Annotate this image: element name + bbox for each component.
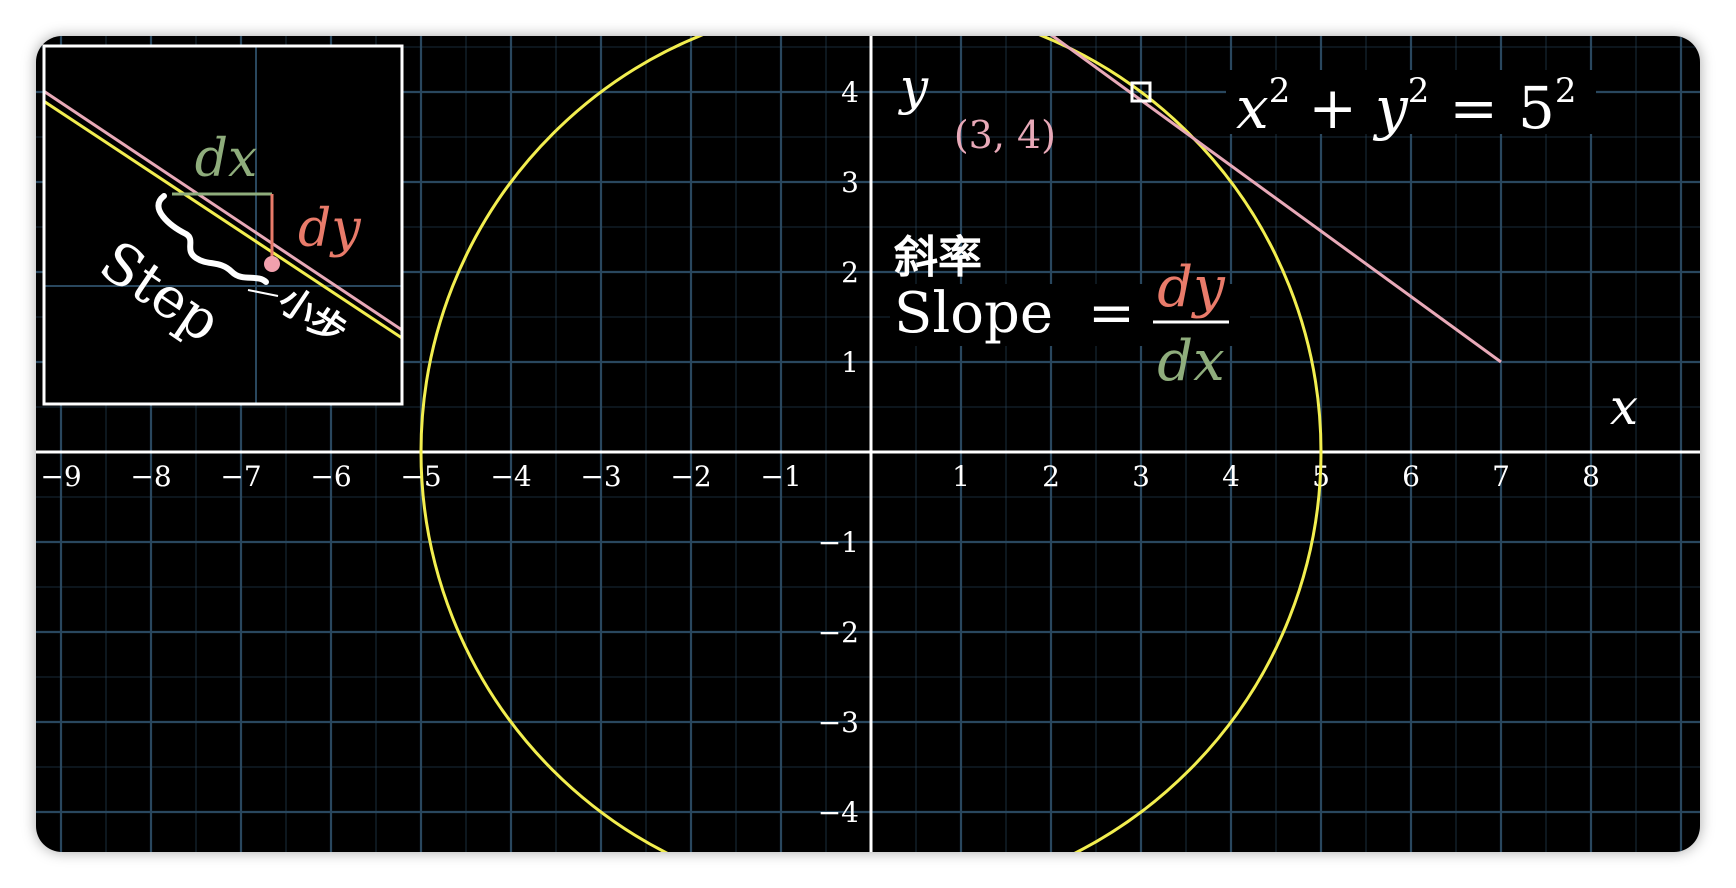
inset-border (42, 44, 404, 406)
x-tick-label: 4 (1222, 460, 1240, 493)
x-tick-label: −4 (490, 460, 531, 493)
zoom-inset: dx dy Step 小步 (42, 44, 404, 406)
eq-base-exp: 2 (1555, 71, 1577, 111)
coordinate-plane: −9 −8 −7 −6 −5 −4 −3 −2 −1 1 2 3 4 5 6 7 8 4321−1−2−3−4 … (36, 36, 1700, 852)
x-axis-label: x (1610, 378, 1638, 436)
slope-chinese-label: 斜率 (894, 232, 982, 283)
y-tick-label: −3 (818, 706, 859, 739)
math-animation-frame: −9 −8 −7 −6 −5 −4 −3 −2 −1 1 2 3 4 5 6 7 8 4 3 2 1 −1 −2 −3 −4 … (36, 36, 1700, 852)
svg-text:x2+y2=52: x2 + y2 = 52 (1236, 71, 1577, 142)
x-tick-label: −1 (760, 460, 801, 493)
x-tick-label: 7 (1492, 460, 1510, 493)
x-tick-label: −9 (40, 460, 81, 493)
tangent-point-marker (1130, 81, 1152, 103)
y-tick-label: 3 (841, 166, 859, 199)
x-tick-label: −2 (670, 460, 711, 493)
eq-y: y (1372, 74, 1409, 142)
x-tick-label: −8 (130, 460, 171, 493)
x-tick-label: 2 (1042, 460, 1060, 493)
inset-circle-arc (44, 99, 402, 340)
inset-point (264, 256, 280, 272)
slope-numerator-dy: dy (1157, 255, 1226, 320)
eq-equals: = (1449, 74, 1498, 142)
eq-x: x (1236, 74, 1269, 142)
slope-formula: 斜率 Slope = dy dx (890, 232, 1250, 394)
y-tick-labels: 4 3 2 1 −1 −2 −3 −4 (818, 76, 859, 829)
slope-equals: = (1088, 281, 1135, 346)
y-tick-label: 1 (841, 346, 859, 379)
x-tick-label: 8 (1582, 460, 1600, 493)
inset-dy-label: dy (298, 199, 361, 259)
inset-tangent-line (44, 89, 402, 332)
x-tick-label: 1 (952, 460, 970, 493)
step-pointer (247, 289, 279, 297)
eq-y-exp: 2 (1408, 71, 1430, 111)
x-tick-label: −7 (220, 460, 261, 493)
slope-denominator-dx: dx (1157, 329, 1224, 394)
eq-x-exp: 2 (1269, 71, 1291, 111)
eq-base: 5 (1518, 74, 1555, 142)
x-tick-label: −3 (580, 460, 621, 493)
x-tick-label: 6 (1402, 460, 1420, 493)
tangent-line (1050, 36, 1502, 364)
y-tick-label: −4 (818, 796, 859, 829)
y-axis-label: y (898, 58, 929, 116)
circle-radius-5 (419, 36, 1323, 852)
x-tick-label: 3 (1132, 460, 1150, 493)
y-tick-label: −1 (818, 526, 859, 559)
circle-equation: x2 + y2 = 52 (1226, 70, 1596, 142)
x-tick-label: −6 (310, 460, 351, 493)
y-tick-label: 2 (841, 256, 859, 289)
point-label: (3, 4) (954, 113, 1056, 157)
step-brace (155, 193, 269, 285)
y-tick-label: 4 (841, 76, 859, 109)
inset-dx-label: dx (195, 129, 258, 189)
y-tick-label: −2 (818, 616, 859, 649)
eq-plus: + (1308, 74, 1357, 142)
axes (36, 36, 1700, 852)
slope-word: Slope (894, 281, 1053, 346)
